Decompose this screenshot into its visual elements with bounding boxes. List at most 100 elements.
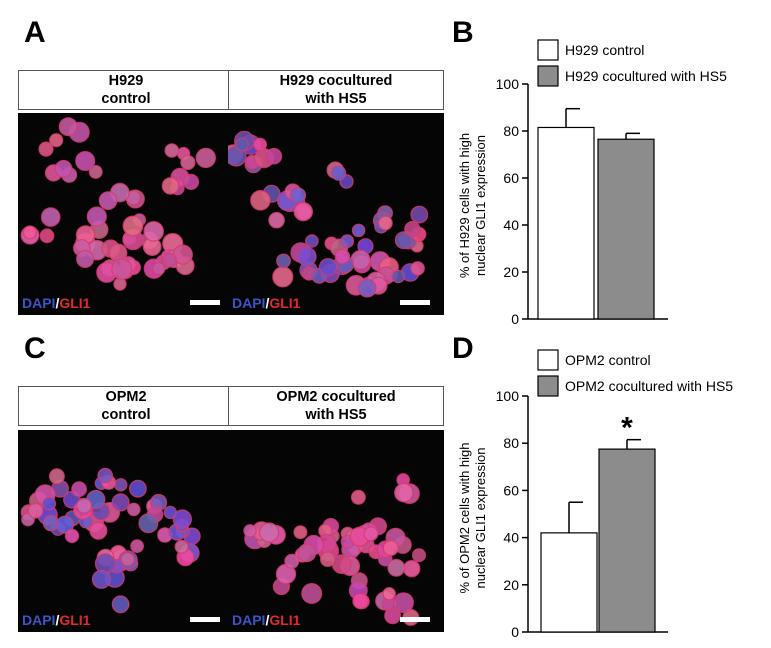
bar-d-cocultured — [598, 448, 656, 633]
cell — [334, 248, 351, 265]
cell — [412, 548, 427, 563]
cell — [111, 258, 133, 280]
cell — [22, 225, 37, 240]
cell-field — [228, 130, 429, 298]
cell — [352, 592, 369, 610]
cell — [394, 482, 414, 503]
label-line: control — [101, 91, 151, 107]
micrograph-opm2-control: DAPI/GLI1 — [18, 430, 234, 632]
micrograph-h929-cocultured: DAPI/GLI1 — [228, 113, 444, 315]
gli1-label: GLI1 — [59, 612, 91, 628]
y-tick-label: 80 — [503, 123, 519, 139]
cell — [97, 467, 113, 484]
cell — [340, 234, 355, 249]
significance-asterisk: * — [621, 412, 633, 445]
cell — [377, 215, 393, 231]
image-label-h929-cocultured: H929 cocultured with HS5 — [228, 70, 444, 110]
label-line: control — [101, 407, 151, 423]
cell — [39, 228, 55, 244]
cell — [410, 205, 429, 224]
scale-bar — [190, 300, 220, 305]
cell — [182, 173, 200, 191]
cell — [76, 497, 92, 514]
legend-label: OPM2 control — [565, 352, 651, 368]
image-label-opm2-cocultured: OPM2 cocultured with HS5 — [228, 386, 444, 426]
stain-legend: DAPI/GLI1 — [232, 613, 300, 627]
y-tick-label: 40 — [503, 217, 519, 233]
cell — [98, 191, 118, 210]
bar-b-cocultured — [597, 138, 655, 320]
cell — [151, 261, 166, 276]
cell — [351, 223, 366, 238]
label-line: OPM2 cocultured — [276, 389, 396, 405]
cell-field — [20, 467, 201, 614]
cell — [272, 266, 294, 288]
cell — [330, 165, 347, 181]
cell — [276, 253, 291, 269]
legend-label: H929 cocultured with HS5 — [565, 68, 727, 84]
cell-field — [243, 473, 427, 626]
image-label-opm2-control: OPM2 control — [18, 386, 234, 426]
label-line: H929 cocultured — [279, 73, 393, 89]
cell — [391, 269, 406, 284]
y-tick-label: 20 — [503, 264, 519, 280]
cell — [120, 552, 135, 567]
cell — [122, 215, 144, 237]
cell — [382, 586, 396, 601]
legend-swatch — [537, 375, 559, 397]
cell — [234, 137, 249, 152]
scale-bar — [190, 617, 220, 622]
bar-b-control — [537, 126, 595, 320]
cell — [138, 513, 159, 534]
cell — [363, 526, 379, 542]
cell — [127, 502, 141, 517]
cell — [394, 231, 413, 250]
micrograph-h929-control: DAPI/GLI1 — [18, 113, 234, 315]
cell — [27, 502, 44, 519]
cell — [297, 543, 317, 563]
stain-legend: DAPI/GLI1 — [22, 296, 90, 310]
panel-letter-b: B — [452, 16, 474, 49]
cell — [76, 250, 95, 269]
legend-swatch — [537, 39, 559, 61]
dapi-label: DAPI — [22, 295, 56, 311]
cell — [38, 141, 54, 157]
y-tick-label: 0 — [511, 624, 519, 640]
micrograph-opm2-cocultured: DAPI/GLI1 — [228, 430, 444, 632]
cell — [382, 540, 399, 557]
cell — [89, 521, 108, 540]
cell — [357, 278, 377, 298]
bar-d-control — [540, 532, 598, 633]
cell — [404, 220, 421, 238]
cell — [265, 147, 283, 165]
cell — [75, 150, 96, 171]
y-tick-label: 100 — [496, 388, 520, 404]
cell — [164, 143, 180, 158]
cell — [289, 187, 307, 204]
y-axis-label: % of OPM2 cells with high — [457, 442, 472, 593]
y-tick-label: 80 — [503, 435, 519, 451]
cell — [42, 496, 57, 511]
cell — [268, 211, 285, 229]
scale-bar — [400, 617, 430, 622]
y-tick-label: 60 — [503, 482, 519, 498]
panel-letter-a: A — [24, 16, 46, 49]
cell — [319, 551, 336, 567]
cell — [180, 154, 196, 171]
gli1-label: GLI1 — [59, 295, 91, 311]
panel-letter-d: D — [452, 332, 474, 365]
cell — [58, 117, 78, 137]
cell — [55, 515, 75, 534]
legend-swatch — [537, 65, 559, 87]
cell — [250, 190, 271, 211]
cell — [111, 595, 130, 614]
cell — [410, 261, 425, 276]
cell — [258, 522, 280, 543]
cell — [387, 558, 406, 577]
y-tick-label: 100 — [496, 76, 520, 92]
y-tick-label: 60 — [503, 170, 519, 186]
dapi-label: DAPI — [232, 295, 266, 311]
label-line: H929 — [108, 73, 144, 89]
cell — [49, 133, 64, 148]
cell — [111, 493, 130, 512]
